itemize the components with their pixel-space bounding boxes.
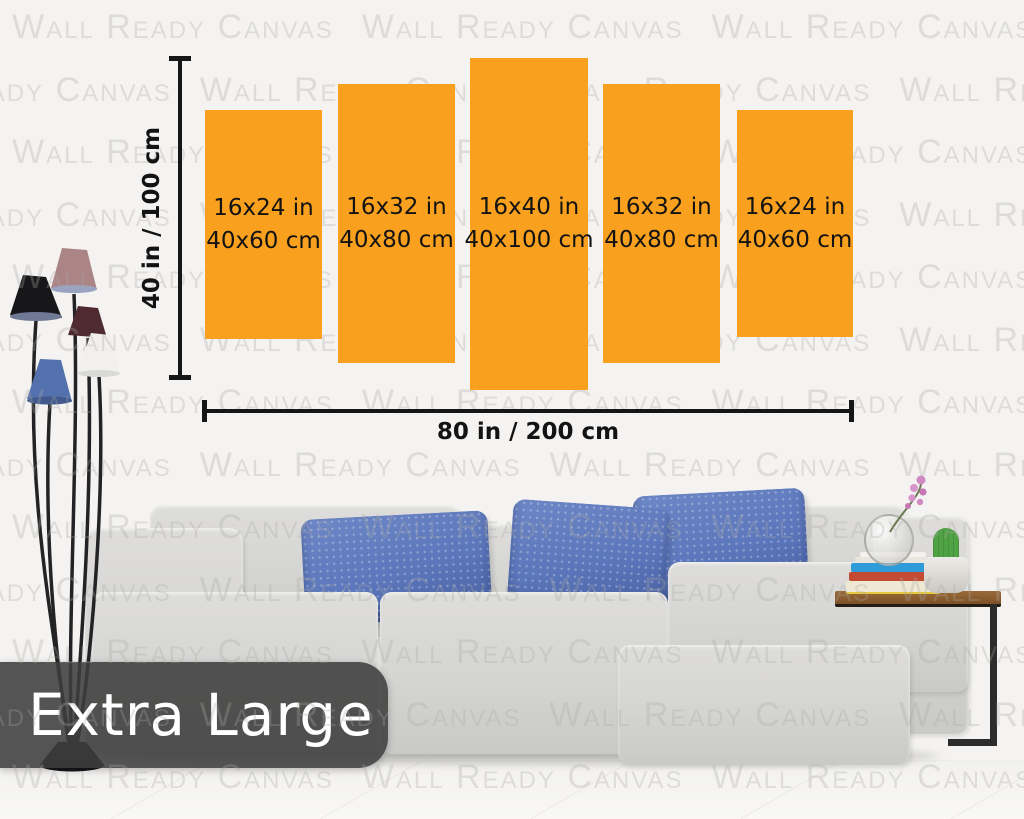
- canvas-panel-4: 16x32 in 40x80 cm: [603, 84, 720, 363]
- side-table-top: [835, 591, 1001, 607]
- width-dimension-label: 80 in / 200 cm: [436, 419, 620, 445]
- height-measure-cap-top: [169, 56, 191, 61]
- panel-size-inches: 16x32 in: [611, 193, 712, 220]
- canvas-panel-5: 16x24 in 40x60 cm: [737, 110, 853, 337]
- canvas-panel-1: 16x24 in 40x60 cm: [205, 110, 322, 339]
- size-badge: Extra Large: [0, 662, 388, 768]
- panel-size-cm: 40x80 cm: [339, 226, 454, 253]
- panel-size-cm: 40x60 cm: [206, 227, 321, 254]
- side-table-foot: [948, 739, 997, 746]
- cactus-pot: [924, 557, 968, 593]
- height-dimension-label: 40 in / 100 cm: [139, 126, 165, 310]
- side-table-leg: [990, 604, 997, 745]
- panel-size-inches: 16x24 in: [213, 194, 314, 221]
- orchid-flowers: [889, 475, 927, 533]
- width-measure-cap-right: [849, 400, 854, 422]
- panel-size-cm: 40x100 cm: [464, 227, 594, 253]
- canvas-panel-3: 16x40 in 40x100 cm: [464, 58, 594, 390]
- panel-size-inches: 16x24 in: [744, 193, 846, 220]
- panel-size-cm: 40x80 cm: [604, 226, 719, 253]
- height-measure-cap-bottom: [169, 375, 191, 380]
- book: [851, 563, 935, 572]
- width-measure-cap-left: [202, 400, 207, 422]
- panel-size-cm: 40x60 cm: [737, 226, 853, 253]
- book: [846, 581, 940, 594]
- book: [849, 572, 937, 581]
- sofa-ottoman: [618, 645, 910, 765]
- canvas-panel-2: 16x32 in 40x80 cm: [338, 84, 455, 363]
- height-measure-line: [178, 58, 182, 378]
- floor: [0, 760, 1024, 819]
- panel-size-inches: 16x40 in: [478, 194, 580, 220]
- width-measure-line: [204, 409, 852, 413]
- size-badge-label: Extra Large: [28, 681, 374, 749]
- panel-size-inches: 16x32 in: [346, 193, 447, 220]
- glass-vase: [864, 514, 914, 566]
